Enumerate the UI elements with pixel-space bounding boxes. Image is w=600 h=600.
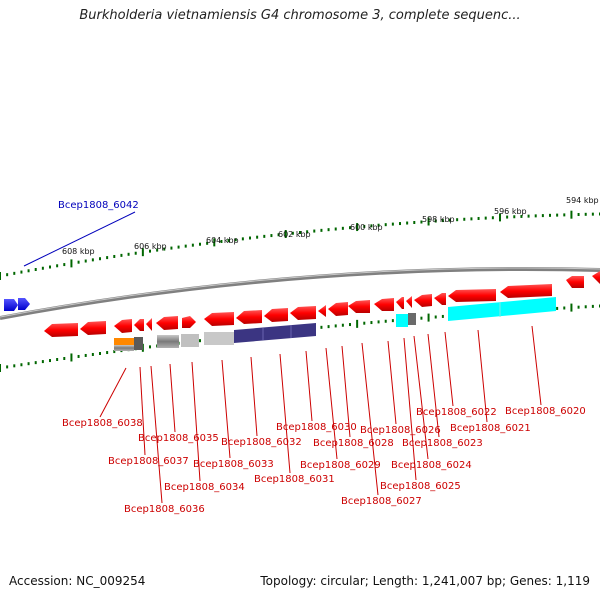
gene-label[interactable]: Bcep1808_6037	[108, 456, 189, 467]
gene-6031[interactable]	[236, 310, 262, 324]
gene-6019[interactable]	[566, 276, 584, 288]
ruler-tick-label: 606 kbp	[134, 242, 167, 251]
feature-cyan-small[interactable]	[396, 314, 408, 327]
gene-6033[interactable]	[182, 316, 196, 328]
gene-label[interactable]: Bcep1808_6034	[164, 482, 245, 493]
gene-6042[interactable]	[4, 299, 18, 311]
chromosome-backbone-highlight	[0, 267, 600, 318]
gene-label[interactable]: Bcep1808_6022	[416, 407, 497, 418]
leader-line	[221, 359, 231, 459]
gene-6037[interactable]	[80, 321, 106, 335]
chromosome-backbone	[0, 267, 600, 320]
ruler-tick-label: 598 kbp	[422, 215, 455, 224]
ruler-tick-label: 608 kbp	[62, 247, 95, 256]
gene-label[interactable]: Bcep1808_6024	[391, 460, 472, 471]
gene-label[interactable]: Bcep1808_6030	[276, 422, 357, 433]
feature-cyan-large[interactable]	[448, 297, 556, 321]
gene-label[interactable]: Bcep1808_6036	[124, 504, 205, 515]
gene-labels: Bcep1808_6042 Bcep1808_6038 Bcep1808_6037 B…	[58, 200, 586, 515]
gene-6032[interactable]	[204, 312, 234, 326]
leader-line	[191, 361, 201, 482]
gene-label[interactable]: Bcep1808_6038	[62, 418, 143, 429]
leader-line	[477, 329, 488, 423]
gene-6026[interactable]	[348, 300, 370, 313]
gene-6018[interactable]	[592, 271, 600, 284]
gene-6038[interactable]	[44, 323, 78, 337]
gene-6023a[interactable]	[406, 296, 412, 308]
leader-line	[341, 345, 351, 438]
leader-line	[361, 342, 379, 496]
gene-label[interactable]: Bcep1808_6026	[360, 425, 441, 436]
feature-orange[interactable]	[114, 338, 134, 345]
topology-text: Topology: circular; Length: 1,241,007 bp…	[260, 574, 590, 588]
leader-line	[279, 353, 291, 474]
gene-label[interactable]: Bcep1808_6021	[450, 423, 531, 434]
gene-6023[interactable]	[414, 294, 432, 307]
feature-dark-grey-2[interactable]	[157, 335, 179, 348]
gene-6029[interactable]	[290, 306, 316, 320]
leader-line	[305, 350, 313, 422]
feature-grey-small[interactable]	[408, 313, 416, 325]
gene-label[interactable]: Bcep1808_6029	[300, 460, 381, 471]
label-leader-lines	[23, 211, 542, 504]
feature-dark-grey-1[interactable]	[134, 337, 143, 350]
ruler-tick-label: 596 kbp	[494, 207, 527, 216]
gene-6036b[interactable]	[134, 319, 144, 331]
gene-label[interactable]: Bcep1808_6027	[341, 496, 422, 507]
leader-line	[169, 363, 176, 433]
gene-6035[interactable]	[146, 318, 152, 331]
feature-blocks	[114, 297, 556, 351]
gene-6034[interactable]	[156, 316, 178, 330]
ruler-tick-label: 602 kbp	[278, 230, 311, 239]
feature-light-grey-1[interactable]	[181, 334, 199, 347]
gene-6020[interactable]	[500, 284, 552, 298]
gene-6021[interactable]	[448, 289, 496, 302]
gene-label[interactable]: Bcep1808_6032	[221, 437, 302, 448]
leader-line	[403, 337, 417, 481]
leader-line	[427, 333, 440, 438]
leader-line	[23, 211, 136, 267]
gene-label[interactable]: Bcep1808_6033	[193, 459, 274, 470]
leader-line	[531, 325, 542, 406]
gene-label[interactable]: Bcep1808_6020	[505, 406, 586, 417]
gene-6028[interactable]	[318, 305, 326, 317]
ruler-outer	[0, 210, 600, 280]
ruler-tick-label: 594 kbp	[566, 196, 599, 205]
gene-label[interactable]: Bcep1808_6042	[58, 200, 139, 211]
gene-6024[interactable]	[396, 297, 404, 309]
ruler-tick-label: 604 kbp	[206, 236, 239, 245]
map-title: Burkholderia vietnamiensis G4 chromosome…	[79, 8, 521, 23]
forward-genes	[44, 271, 600, 337]
leader-line	[139, 366, 146, 456]
ruler-tick-labels: 608 kbp 606 kbp 604 kbp 602 kbp 600 kbp 598 k…	[62, 196, 599, 256]
leader-line	[150, 365, 163, 504]
leader-line	[444, 331, 454, 407]
leader-line	[387, 340, 397, 425]
feature-purple[interactable]	[234, 323, 316, 343]
gene-6042-b[interactable]	[18, 298, 30, 310]
gene-label[interactable]: Bcep1808_6025	[380, 481, 461, 492]
gene-label[interactable]: Bcep1808_6031	[254, 474, 335, 485]
leader-line	[99, 367, 127, 418]
feature-orange-grey[interactable]	[114, 345, 134, 351]
leader-line	[250, 356, 258, 437]
gene-6025[interactable]	[374, 298, 394, 311]
gene-label[interactable]: Bcep1808_6035	[138, 433, 219, 444]
accession-text: Accession: NC_009254	[9, 574, 146, 588]
gene-label[interactable]: Bcep1808_6028	[313, 438, 394, 449]
feature-light-grey-2[interactable]	[204, 332, 234, 345]
ruler-tick-label: 600 kbp	[350, 223, 383, 232]
gene-6030[interactable]	[264, 308, 288, 322]
gene-6022[interactable]	[434, 293, 446, 305]
leader-line	[413, 335, 429, 460]
gene-6027[interactable]	[328, 302, 348, 316]
leader-line	[325, 347, 338, 460]
reverse-genes	[4, 298, 30, 311]
gene-6036[interactable]	[114, 319, 132, 333]
gene-label[interactable]: Bcep1808_6023	[402, 438, 483, 449]
